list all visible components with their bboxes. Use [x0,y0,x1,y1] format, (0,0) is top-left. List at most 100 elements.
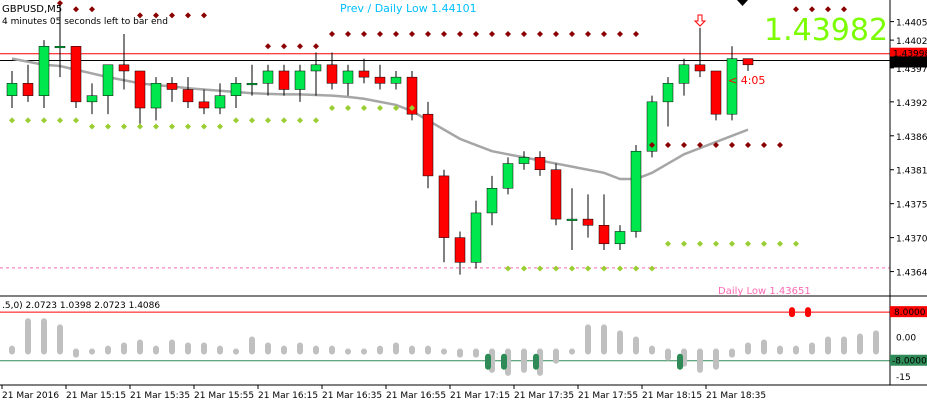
ask-badge [890,56,927,68]
dot-high [729,142,735,149]
candle-body [310,64,322,72]
candle-body [118,64,130,72]
bar-timer-label: 4 minutes 05 seconds left to bar end [2,17,168,27]
time-axis: 21 Mar 2016 21 Mar 15:15 21 Mar 15:35 21 Ma… [1,385,766,401]
ma-line [11,57,749,181]
dot-low [73,117,79,124]
dot-high [185,12,191,19]
dot-high [505,30,511,37]
dot-low [505,265,511,272]
candle [518,151,530,170]
candle-body [614,231,626,245]
fractal-dots [9,0,847,272]
osc-lower-badge [890,354,927,366]
dot-high [361,30,367,37]
dot-low [569,265,575,272]
price-tick-label: 1.43865 [896,133,927,143]
dot-low [745,240,751,247]
candle [390,70,402,90]
candle-body [166,83,178,90]
dot-high [297,43,303,50]
dot-low [601,265,607,272]
dot-high [169,12,175,19]
dot-high [473,30,479,37]
dot-low [665,240,671,247]
dot-low [9,117,15,124]
candle-body [630,150,642,232]
dot-low [777,240,783,247]
scroll-arrow-icon[interactable] [737,0,748,6]
candle [246,64,258,96]
price-tick-label: 1.44020 [896,37,927,47]
candle [678,58,690,96]
candle-body [678,64,690,84]
time-tick-label: 21 Mar 16:15 [258,391,318,401]
big-price-label: 1.43982 [764,13,888,48]
candle-body [102,64,114,96]
candles [6,3,754,275]
time-tick-label: 21 Mar 15:35 [130,391,190,401]
dot-low [537,265,543,272]
dot-high [793,6,799,13]
candle-body [326,64,338,84]
candle [582,194,594,238]
osc-lower-label: -8.0000 [892,357,927,367]
dot-high [425,30,431,37]
dot-low [137,123,143,130]
candle [102,64,114,115]
osc-min-label: -15 [896,373,911,383]
dot-low [265,117,271,124]
candle [54,3,66,78]
dot-high [665,142,671,149]
candle-body [742,58,754,66]
candle-body [134,70,146,109]
dot-high [713,142,719,149]
candle-body [454,237,466,263]
dot-high [537,30,543,37]
candle-body [70,46,82,103]
dot-low [729,240,735,247]
candle [310,52,322,96]
dot-low [409,105,415,112]
oscillator-panel [0,307,890,376]
dot-low [217,123,223,130]
time-tick-label: 21 Mar 18:15 [642,391,702,401]
candle-body [342,70,354,84]
dot-high [553,30,559,37]
candle-body [198,101,210,109]
dot-high [585,30,591,37]
candle-body [278,70,290,90]
candle [358,58,370,84]
dot-low [345,105,351,112]
candle [422,101,434,189]
osc-upper-badge [890,306,927,318]
dot-low [105,123,111,130]
candle [502,157,514,195]
candle [118,33,130,90]
candle-body [54,46,66,49]
dot-low [697,240,703,247]
time-tick-label: 21 Mar 17:35 [514,391,574,401]
candle-body [694,64,706,72]
candle [150,77,162,121]
dot-high [57,0,63,7]
candle-body [710,70,722,115]
candle [486,175,498,226]
osc-upper-label: 8.0000 [894,308,926,318]
candle [742,58,754,71]
candle [326,52,338,90]
dot-low [713,240,719,247]
dot-low [393,105,399,112]
candle [662,77,674,127]
dot-low [521,265,527,272]
dot-low [617,265,623,272]
candle-body [598,225,610,245]
candle [230,77,242,109]
dot-high [329,30,335,37]
dot-high [681,142,687,149]
dot-high [313,43,319,50]
candle-body [22,83,34,96]
candle [614,225,626,250]
